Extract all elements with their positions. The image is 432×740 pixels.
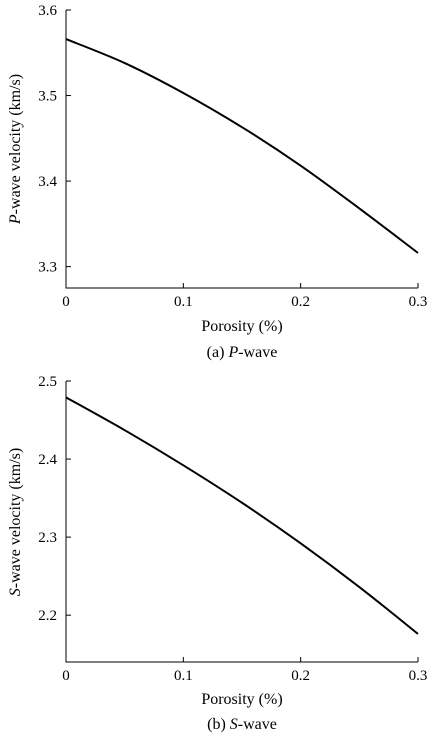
chart-a-x-tick-label: 0.2 (291, 294, 310, 310)
chart-panel-b: 2.2 2.3 2.4 2.5 0 0.1 0.2 0.3 S-wave velocity … (7, 374, 427, 733)
chart-panel-a: 3.3 3.4 3.5 3.6 0 0.1 0.2 0.3 P-wave velocity … (7, 3, 427, 361)
chart-a-series-line (65, 38, 419, 254)
chart-b-y-tick-label: 2.2 (38, 608, 57, 624)
chart-b-x-tick-label: 0.3 (409, 668, 428, 684)
chart-b-x-ticks: 0 0.1 0.2 0.3 (62, 657, 427, 684)
chart-a-x-tick-label: 0.1 (174, 294, 193, 310)
chart-a-y-tick-label: 3.6 (38, 3, 57, 19)
chart-b-x-tick-label: 0 (62, 668, 70, 684)
chart-a-x-axis-label: Porosity (%) (201, 318, 282, 335)
chart-a-y-tick-label: 3.3 (38, 260, 57, 276)
chart-b-y-tick-label: 2.3 (38, 530, 57, 546)
chart-a-x-tick-label: 0 (62, 294, 70, 310)
chart-a-y-tick-label: 3.5 (38, 89, 57, 105)
chart-a-x-ticks: 0 0.1 0.2 0.3 (62, 283, 427, 310)
chart-b-series-line (65, 396, 419, 635)
chart-a-x-tick-label: 0.3 (409, 294, 428, 310)
chart-a-y-tick-label: 3.4 (38, 174, 57, 190)
chart-b-y-tick-label: 2.5 (38, 374, 57, 390)
chart-a-axes (65, 10, 418, 289)
chart-b-x-tick-label: 0.1 (174, 668, 193, 684)
chart-b-y-tick-label: 2.4 (38, 452, 57, 468)
chart-a-caption: (a) P-wave (207, 344, 278, 361)
chart-b-x-axis-label: Porosity (%) (201, 691, 282, 708)
chart-b-caption: (b) S-wave (207, 716, 277, 733)
chart-b-y-axis-label: S-wave velocity (km/s) (7, 448, 24, 596)
chart-a-y-axis-label: P-wave velocity (km/s) (7, 74, 24, 225)
chart-a-y-ticks: 3.3 3.4 3.5 3.6 (38, 3, 71, 276)
chart-b-axes (65, 381, 418, 663)
chart-b-y-ticks: 2.2 2.3 2.4 2.5 (38, 374, 71, 624)
chart-b-x-tick-label: 0.2 (291, 668, 310, 684)
